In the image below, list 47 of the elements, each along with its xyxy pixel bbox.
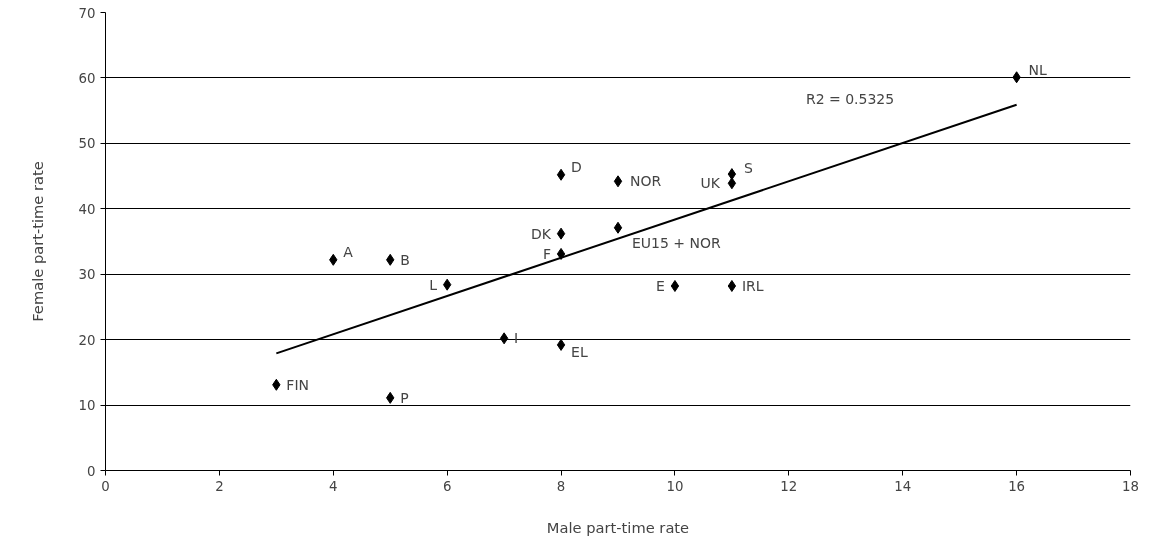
annotation: A	[343, 243, 354, 260]
x-tick-label: 0	[101, 478, 110, 494]
x-tick-label: 2	[215, 478, 224, 494]
y-tick-label: 10	[78, 398, 96, 414]
annotation: UK	[700, 175, 721, 192]
annotation: P	[400, 389, 409, 406]
annotation: R2 = 0.5325	[805, 91, 895, 108]
x-tick-label: 4	[329, 478, 338, 494]
point	[727, 177, 737, 190]
x-tick-label: 10	[666, 478, 684, 494]
annotation: IRL	[741, 277, 764, 294]
annotation: L	[429, 276, 438, 293]
annotation: S	[743, 160, 753, 177]
y-tick-label: 50	[78, 136, 96, 152]
y-tick-label: 30	[78, 267, 96, 283]
x-axis-title: Male part-time rate	[546, 518, 690, 536]
point	[499, 332, 509, 345]
annotation: NL	[1028, 62, 1048, 79]
point	[556, 247, 566, 260]
annotation: E	[656, 277, 665, 294]
point	[727, 279, 737, 292]
annotation: EL	[571, 343, 588, 360]
y-tick-label: 20	[78, 332, 96, 348]
annotation: DK	[531, 225, 552, 242]
x-tick-label: 12	[780, 478, 798, 494]
annotation: I	[514, 330, 519, 347]
point	[613, 221, 623, 234]
x-tick-label: 6	[442, 478, 452, 494]
x-tick-label: 18	[1122, 478, 1139, 494]
annotation: D	[571, 158, 582, 175]
annotation: B	[400, 251, 410, 268]
y-tick-label: 0	[87, 463, 96, 479]
x-tick-label: 14	[894, 478, 912, 494]
point	[613, 175, 623, 188]
annotation: NOR	[630, 173, 662, 190]
x-tick-label: 8	[556, 478, 566, 494]
y-axis-title: Female part-time rate	[28, 161, 46, 322]
point	[556, 227, 566, 240]
annotation: F	[543, 245, 552, 262]
y-tick-label: 60	[78, 70, 96, 86]
point	[670, 279, 680, 292]
point	[556, 168, 566, 181]
y-tick-label: 40	[78, 201, 96, 217]
annotation: EU15 + NOR	[632, 234, 722, 251]
x-tick-label: 16	[1008, 478, 1026, 494]
y-tick-label: 70	[78, 5, 96, 21]
annotation: FIN	[286, 376, 309, 393]
